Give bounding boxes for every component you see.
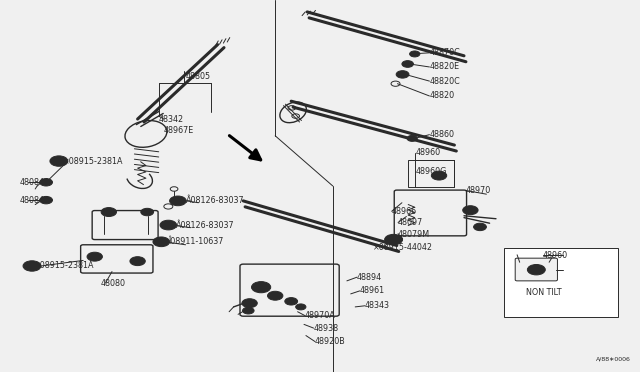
Text: N: N (159, 239, 164, 244)
Text: 48820: 48820 (430, 92, 455, 100)
Text: 48894: 48894 (357, 273, 382, 282)
FancyBboxPatch shape (81, 245, 153, 273)
Text: 48970A: 48970A (305, 311, 335, 320)
Circle shape (50, 156, 68, 166)
Circle shape (474, 223, 486, 231)
Circle shape (477, 225, 483, 228)
Text: 48938: 48938 (314, 324, 339, 333)
Text: 48960: 48960 (416, 148, 441, 157)
Text: 48960: 48960 (543, 251, 568, 260)
Text: 48920B: 48920B (315, 337, 346, 346)
Text: Â08126-83037: Â08126-83037 (186, 196, 244, 205)
Circle shape (160, 220, 177, 230)
Circle shape (410, 51, 420, 57)
Bar (504, 248, 618, 317)
Text: 48342: 48342 (159, 115, 184, 124)
Ellipse shape (125, 121, 167, 147)
Circle shape (467, 208, 474, 212)
FancyBboxPatch shape (394, 190, 467, 236)
FancyBboxPatch shape (515, 258, 557, 281)
Circle shape (242, 299, 257, 308)
Circle shape (130, 257, 145, 266)
Text: A/88∗0006: A/88∗0006 (596, 357, 630, 362)
Circle shape (153, 237, 170, 247)
FancyBboxPatch shape (92, 211, 158, 240)
Circle shape (402, 61, 413, 67)
Text: 48961: 48961 (360, 286, 385, 295)
Text: 48079M: 48079M (398, 230, 430, 239)
Bar (408, 160, 454, 187)
Text: ×08915-44042: ×08915-44042 (372, 243, 433, 251)
Circle shape (396, 71, 409, 78)
Text: 48097: 48097 (398, 218, 423, 227)
Circle shape (101, 208, 116, 217)
Circle shape (23, 261, 41, 271)
Text: NON TILT: NON TILT (526, 288, 562, 296)
Text: ×08915-2381A: ×08915-2381A (34, 262, 95, 270)
Ellipse shape (280, 102, 307, 123)
Circle shape (134, 259, 141, 263)
Circle shape (268, 291, 283, 300)
Text: Â08126-83037: Â08126-83037 (176, 221, 235, 230)
Circle shape (431, 171, 447, 180)
Circle shape (463, 206, 478, 215)
Text: 48820E: 48820E (430, 62, 460, 71)
Text: 48084A: 48084A (19, 178, 50, 187)
Circle shape (407, 135, 417, 141)
Circle shape (243, 307, 254, 314)
Circle shape (40, 196, 52, 204)
Text: B: B (166, 222, 170, 228)
Text: 48084A: 48084A (19, 196, 50, 205)
Text: 48805: 48805 (186, 72, 211, 81)
Circle shape (92, 255, 98, 259)
Text: B: B (176, 198, 180, 203)
Text: 48960G: 48960G (416, 167, 447, 176)
Text: 48967E: 48967E (163, 126, 193, 135)
Circle shape (527, 264, 545, 275)
Circle shape (87, 252, 102, 261)
Text: 48343: 48343 (365, 301, 390, 310)
Text: 48820C: 48820C (430, 77, 461, 86)
Text: 48860: 48860 (430, 130, 455, 139)
Circle shape (252, 282, 271, 293)
Text: W: W (56, 158, 61, 164)
Text: 48966: 48966 (392, 207, 417, 216)
Circle shape (296, 304, 306, 310)
Circle shape (40, 179, 52, 186)
Circle shape (141, 208, 154, 216)
Circle shape (385, 234, 403, 245)
Text: 48970: 48970 (466, 186, 491, 195)
Text: W: W (29, 263, 35, 269)
FancyBboxPatch shape (240, 264, 339, 316)
Text: 48080: 48080 (101, 279, 126, 288)
Circle shape (170, 196, 186, 206)
Text: 48870C: 48870C (430, 48, 461, 57)
Text: W: W (391, 237, 396, 242)
Text: ×08915-2381A: ×08915-2381A (63, 157, 124, 166)
Text: Î08911-10637: Î08911-10637 (168, 237, 224, 246)
Circle shape (285, 298, 298, 305)
